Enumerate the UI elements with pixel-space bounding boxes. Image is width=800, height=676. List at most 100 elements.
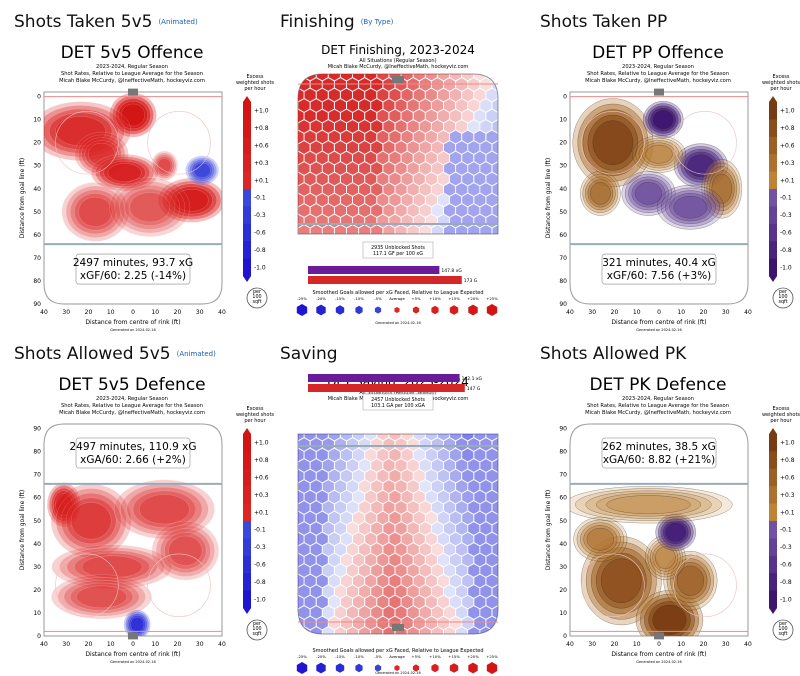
heatmap-layer	[572, 98, 743, 230]
unit-label: per	[779, 621, 787, 627]
density-contour	[635, 137, 683, 171]
hex-cell	[431, 564, 443, 577]
hex-cell	[316, 616, 328, 630]
colorbar-title: per hour	[770, 86, 792, 92]
hex-cell	[365, 88, 377, 102]
chart-subtitle: All Situations (Regular Season)	[359, 390, 436, 396]
hex-cell	[450, 236, 461, 249]
x-axis-label: Distance from centre of rink (ft)	[611, 319, 706, 326]
hex-cell	[347, 585, 359, 598]
hex-cell	[431, 162, 443, 175]
hex-cell	[353, 490, 365, 504]
y-tick-label: 70	[559, 472, 567, 479]
hex-cell	[450, 88, 462, 102]
hex-cell	[437, 130, 450, 144]
hex-cell	[353, 469, 365, 483]
x-tick-label: 30	[722, 309, 730, 316]
legend-tick: +25%	[486, 654, 498, 659]
legend-hex	[296, 304, 308, 316]
hex-cell	[444, 627, 456, 634]
colorbar-swatch	[769, 503, 777, 522]
hex-cell	[486, 434, 498, 441]
hex-cell	[298, 74, 304, 81]
y-tick-label: 30	[559, 163, 567, 170]
x-tick-label: 40	[566, 641, 574, 648]
hex-cell	[401, 88, 413, 102]
hex-cell	[486, 532, 498, 546]
hex-cell	[474, 236, 485, 249]
density-contour	[652, 604, 687, 635]
hex-cell	[322, 543, 334, 556]
x-tick-label: 10	[677, 309, 685, 316]
chart-title: DET PP Offence	[592, 43, 724, 63]
hex-cell	[310, 564, 322, 577]
hex-cell	[419, 543, 431, 556]
animated-link[interactable]: (Animated)	[176, 350, 216, 358]
hex-cell	[419, 204, 431, 217]
hex-cell	[298, 183, 310, 196]
legend-tick: -10%	[354, 296, 364, 301]
hex-cell	[389, 109, 401, 123]
hex-cell	[486, 88, 498, 102]
hex-plot	[297, 73, 499, 249]
hex-cell	[328, 616, 340, 630]
y-axis-label: Distance from goal line (ft)	[19, 158, 26, 239]
hex-cell	[317, 236, 328, 249]
hex-cell	[395, 204, 407, 217]
hex-cell	[431, 99, 443, 112]
legend-hex	[316, 662, 326, 674]
hex-cell	[425, 616, 437, 630]
faceoff-circle	[55, 553, 119, 618]
colorbar-swatch	[243, 258, 251, 277]
heatmap-layer	[570, 485, 733, 636]
x-tick-label: 30	[62, 641, 70, 648]
hex-cell	[298, 434, 304, 441]
panel-heading: Shots Taken 5v5 (Animated)	[14, 12, 198, 32]
colorbar-tick: +0.3	[780, 492, 795, 499]
hex-cell	[407, 522, 419, 535]
hex-cell	[425, 88, 437, 102]
density-contour	[155, 524, 215, 577]
hex-cell	[328, 151, 340, 165]
y-tick-label: 10	[33, 117, 41, 124]
animated-link[interactable]: (Animated)	[158, 18, 198, 26]
hex-cell	[431, 459, 443, 472]
total-bar	[308, 374, 460, 382]
total-bar	[308, 266, 440, 274]
hex-cell	[371, 141, 383, 154]
colorbar-tick: -1.0	[780, 596, 792, 603]
hex-cell	[456, 204, 468, 217]
hex-cell	[316, 74, 328, 81]
y-tick-label: 50	[33, 518, 41, 525]
hex-cell	[389, 490, 401, 504]
total-bar	[308, 384, 465, 392]
legend-hex	[431, 305, 439, 315]
hex-cell	[328, 532, 340, 546]
colorbar-swatch	[243, 119, 251, 138]
colorbar-tick: +0.8	[254, 457, 269, 464]
hex-cell	[437, 74, 450, 81]
density-contour	[631, 135, 687, 173]
animated-link[interactable]: (By Type)	[360, 18, 394, 26]
hex-cell	[425, 574, 437, 588]
colorbar-swatch	[769, 258, 777, 277]
hex-cell	[413, 130, 425, 144]
hex-cell	[450, 151, 462, 165]
x-tick-label: 30	[588, 309, 596, 316]
hex-cell	[328, 434, 340, 441]
hex-cell	[444, 120, 456, 133]
hex-cell	[298, 438, 310, 451]
hex-cell	[322, 225, 334, 234]
hex-cell	[468, 204, 480, 217]
density-contour	[55, 488, 127, 554]
hex-cell	[334, 501, 346, 514]
hex-cell	[450, 490, 462, 504]
hex-cell	[401, 151, 413, 165]
panel-heading-text: Shots Allowed 5v5	[14, 344, 171, 364]
chart-subtitle: 2023-2024, Regular Season	[96, 64, 168, 70]
hex-cell	[486, 511, 498, 525]
chart-title: DET 5v5 Offence	[61, 43, 204, 63]
hex-cell	[377, 88, 389, 102]
panel-heading: Shots Allowed PK	[540, 344, 686, 364]
